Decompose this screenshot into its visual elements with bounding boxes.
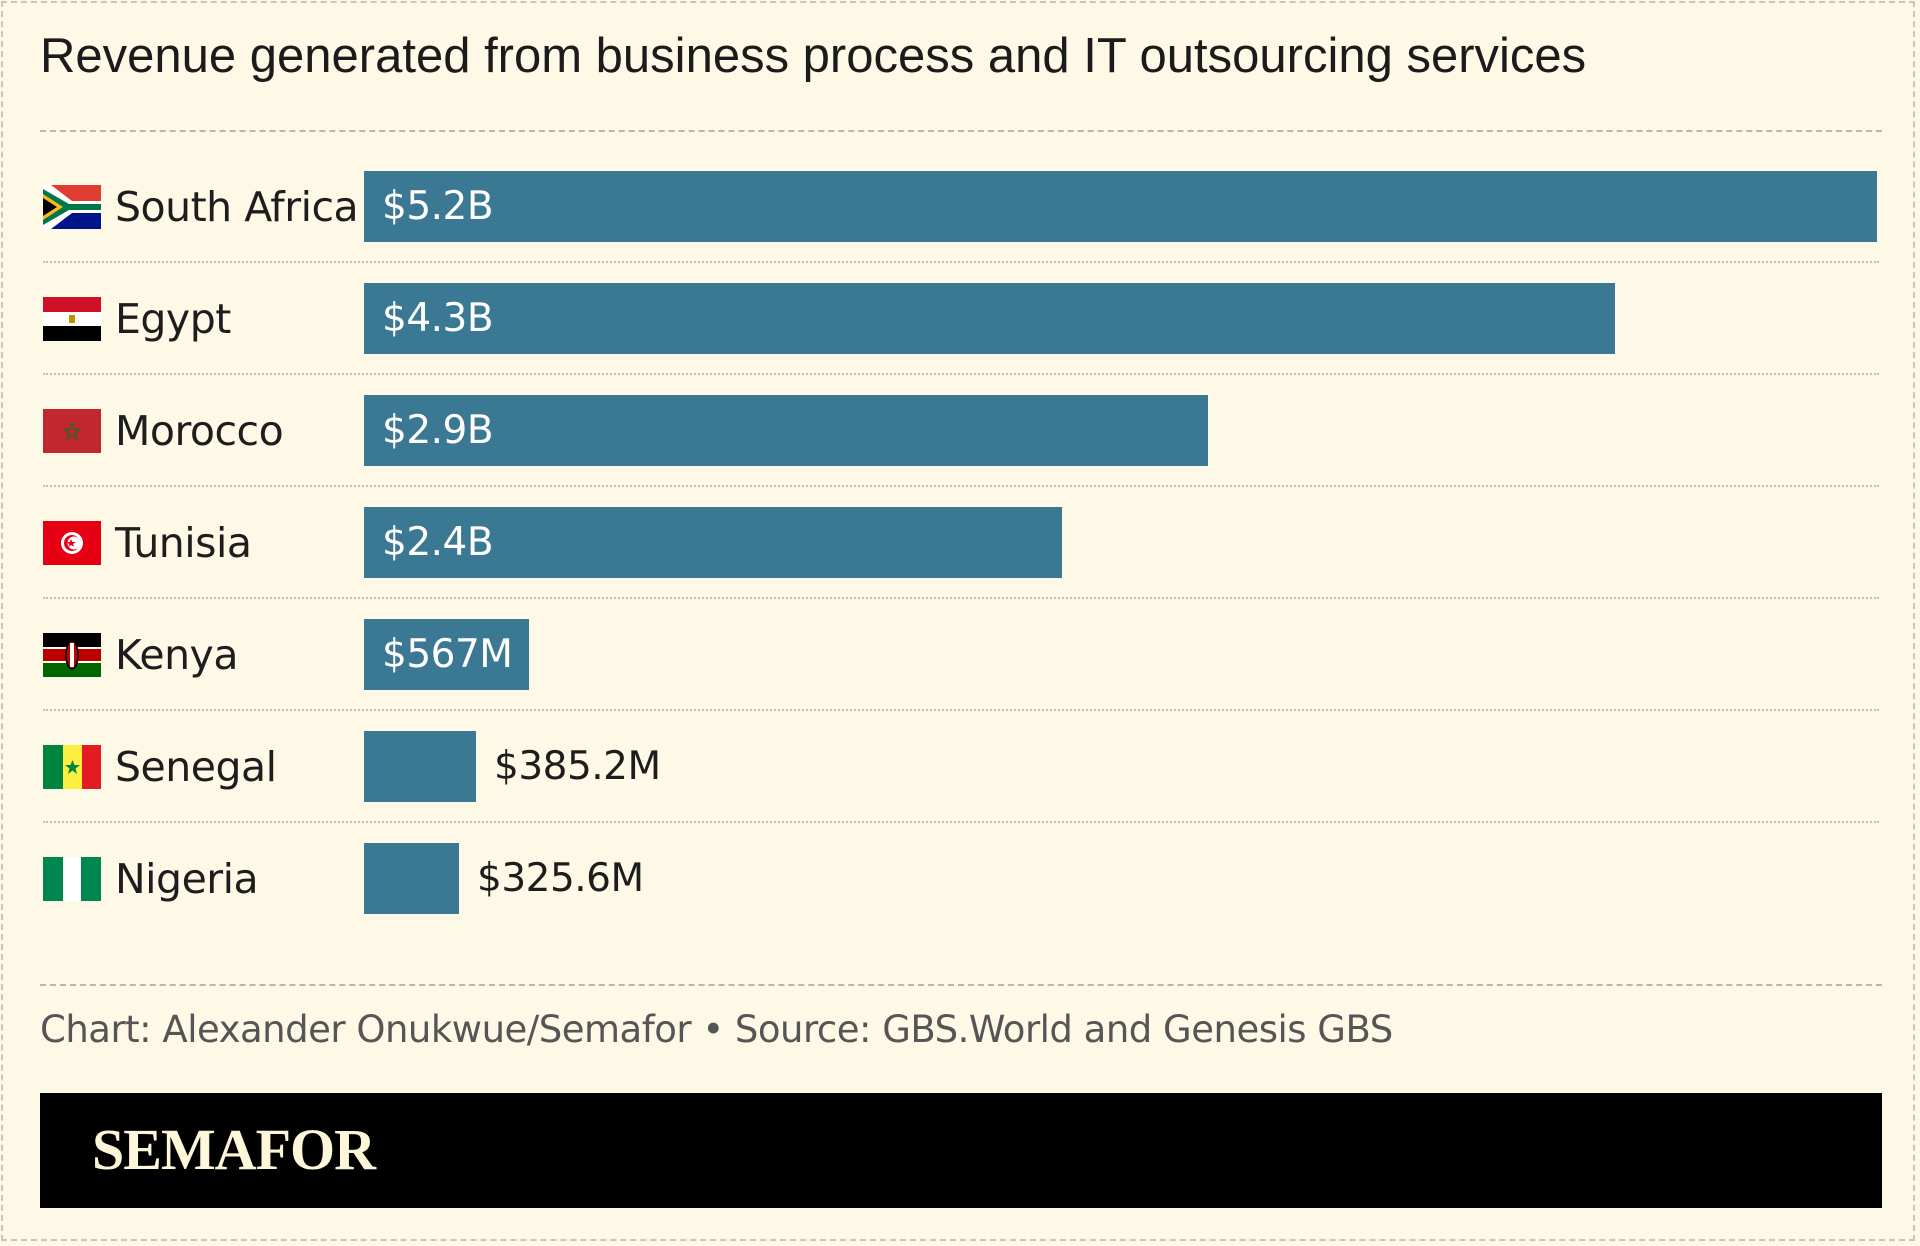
row-divider — [43, 709, 1879, 711]
row-divider — [43, 373, 1879, 375]
data-label: $325.6M — [477, 855, 644, 901]
chart-title: Revenue generated from business process … — [40, 29, 1587, 83]
nigeria-flag-icon — [43, 856, 101, 901]
kenya-flag-icon — [43, 632, 101, 677]
country-label: Tunisia — [115, 518, 252, 567]
row-divider — [43, 261, 1879, 263]
country-label: Morocco — [115, 406, 284, 455]
data-label: $385.2M — [494, 743, 661, 789]
egypt-flag-icon — [43, 296, 101, 341]
country-label: South Africa — [115, 182, 359, 231]
morocco-flag-icon — [43, 408, 101, 453]
tunisia-flag-icon — [43, 520, 101, 565]
data-label: $5.2B — [382, 183, 494, 229]
bar — [364, 507, 1062, 578]
data-label: $2.4B — [382, 519, 494, 565]
bar — [364, 171, 1877, 242]
senegal-flag-icon — [43, 744, 101, 789]
footer-divider — [40, 984, 1882, 986]
semafor-logo: SEMAFOR — [92, 1117, 376, 1182]
data-label: $567M — [382, 631, 513, 677]
bar — [364, 731, 476, 802]
data-label: $4.3B — [382, 295, 494, 341]
row-divider — [43, 485, 1879, 487]
country-label: Nigeria — [115, 854, 259, 903]
bar — [364, 283, 1615, 354]
bar — [364, 395, 1208, 466]
title-divider — [40, 130, 1882, 132]
data-label: $2.9B — [382, 407, 494, 453]
country-label: Senegal — [115, 742, 277, 791]
row-divider — [43, 597, 1879, 599]
country-label: Egypt — [115, 294, 231, 343]
bar — [364, 619, 529, 690]
row-divider — [43, 821, 1879, 823]
bar — [364, 843, 459, 914]
brand-footer: SEMAFOR — [40, 1093, 1882, 1208]
south-africa-flag-icon — [43, 184, 101, 229]
chart-credit: Chart: Alexander Onukwue/Semafor • Sourc… — [40, 1008, 1393, 1051]
country-label: Kenya — [115, 630, 238, 679]
